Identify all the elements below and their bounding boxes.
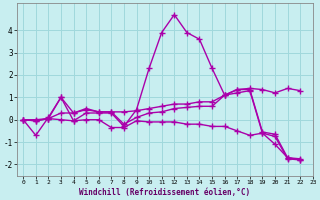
X-axis label: Windchill (Refroidissement éolien,°C): Windchill (Refroidissement éolien,°C) — [79, 188, 250, 197]
